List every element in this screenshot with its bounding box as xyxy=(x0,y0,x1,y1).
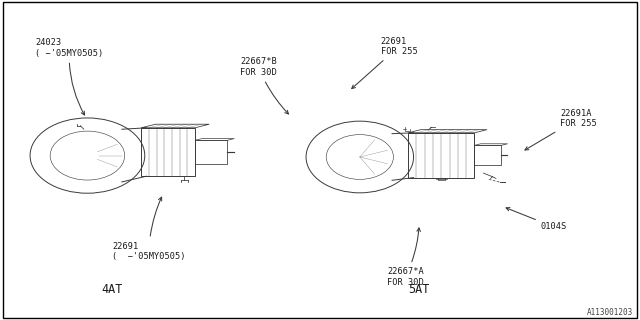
Text: 22691
(  −'05MY0505): 22691 ( −'05MY0505) xyxy=(112,197,186,261)
Text: 4AT: 4AT xyxy=(101,283,123,296)
Text: 22667*B
FOR 30D: 22667*B FOR 30D xyxy=(240,57,289,114)
Bar xyxy=(141,128,195,176)
Text: 24023
( −'05MY0505): 24023 ( −'05MY0505) xyxy=(35,38,104,115)
Text: 22667*A
FOR 30D: 22667*A FOR 30D xyxy=(387,228,424,287)
Text: 0104S: 0104S xyxy=(506,208,567,231)
Bar xyxy=(195,140,227,164)
Text: 22691A
FOR 255: 22691A FOR 255 xyxy=(525,108,596,150)
Bar xyxy=(474,145,501,165)
Text: 22691
FOR 255: 22691 FOR 255 xyxy=(352,36,417,89)
Text: 5AT: 5AT xyxy=(408,283,430,296)
Text: A113001203: A113001203 xyxy=(588,308,634,317)
Bar xyxy=(408,133,474,178)
